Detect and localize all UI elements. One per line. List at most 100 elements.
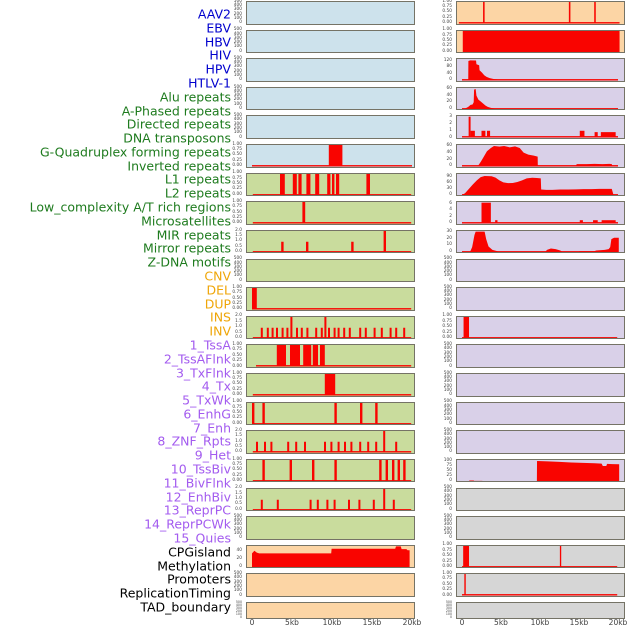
data-series	[252, 459, 412, 482]
y-tick-label: 0.50	[442, 37, 452, 43]
y-tick-label: 0.25	[232, 186, 242, 192]
track-plot-INV	[456, 29, 625, 54]
y-tick-label: 100	[443, 502, 452, 508]
track-plot-HPV	[246, 115, 415, 139]
y-tick-label: 200	[443, 498, 452, 504]
row-label: 4_Tx	[201, 378, 231, 394]
y-tick-label: 0.75	[442, 547, 452, 553]
y-axis-ticks: 100 75 50 25 0	[429, 457, 454, 483]
y-tick-label: 100	[233, 130, 242, 136]
y-tick-label: 0.00	[232, 191, 242, 197]
y-tick-label: 400	[233, 260, 242, 266]
track-plot-Microsatellites	[246, 430, 415, 454]
y-axis-ticks: 40 20 0	[219, 545, 244, 568]
y-axis-ticks: 120 80 40 0	[429, 58, 454, 82]
y-tick-label: 0.50	[442, 324, 452, 330]
y-tick-label: 80	[446, 64, 452, 70]
y-tick-label: 100	[443, 457, 452, 463]
y-axis-ticks: 2.0 1.5 1.0 0.5 0.0	[219, 314, 244, 340]
y-tick-label: 60	[446, 179, 452, 185]
y-tick-label: 300	[233, 264, 242, 270]
y-axis-ticks: 1.00 0.75 0.50 0.25 0.00	[219, 457, 244, 484]
row-label: MIR repeats	[156, 227, 231, 243]
y-tick-label: 400	[443, 432, 452, 438]
y-tick-label: 200	[235, 608, 242, 613]
y-axis-ticks: 500 400 300 200 100 0	[219, 514, 244, 540]
y-tick-label: 0	[449, 363, 452, 369]
data-series	[462, 574, 618, 596]
data-series	[252, 202, 412, 224]
track-plot-15_Quies	[456, 458, 625, 483]
y-axis-ticks: 60 40 20 0	[429, 144, 454, 168]
row-label: 1_TssA	[189, 337, 231, 353]
y-tick-label: 0.50	[232, 410, 242, 416]
y-tick-label: 400	[233, 518, 242, 524]
x-tick-label: 10kb	[530, 618, 550, 627]
y-tick-label: 2	[449, 121, 452, 127]
y-tick-label: 0	[449, 163, 452, 169]
data-series	[462, 146, 618, 167]
y-axis-ticks: 500 400 300 200 100 0	[429, 428, 454, 454]
data-series	[462, 60, 618, 81]
y-tick-label: 500	[233, 113, 242, 119]
row-label: A-Phased repeats	[121, 103, 231, 119]
y-tick-label: 0	[239, 20, 242, 26]
y-tick-label: 0.25	[442, 14, 452, 20]
y-axis-ticks: 1.00 0.75 0.50 0.25 0.00	[219, 171, 244, 197]
data-series	[462, 88, 618, 110]
y-tick-label: 50	[446, 467, 452, 473]
y-tick-label: 300	[443, 379, 452, 385]
y-tick-label: 400	[443, 374, 452, 380]
y-tick-label: 200	[233, 68, 242, 74]
track-plot-A-Phased repeats	[246, 201, 415, 225]
y-tick-label: 0.25	[442, 587, 452, 593]
y-tick-label: 0.25	[232, 300, 242, 306]
y-tick-label: 40	[236, 548, 242, 554]
x-tick-label: 15kb	[569, 618, 589, 627]
y-axis-ticks: 500 400 300 200 100 0	[219, 113, 244, 139]
data-series	[462, 117, 618, 138]
y-axis-ticks: 2.0 1.5 1.0 0.5 0.0	[219, 228, 244, 255]
track-plot-EBV	[246, 29, 415, 54]
row-label: 15_Quies	[173, 530, 231, 546]
row-label: HBV	[204, 34, 231, 50]
y-tick-label: 40	[446, 70, 452, 76]
y-tick-label: 1.00	[232, 399, 242, 405]
y-tick-label: 0.00	[442, 592, 452, 598]
data-series	[457, 603, 624, 618]
data-series	[457, 345, 624, 367]
track-plot-L2 repeats	[246, 373, 415, 397]
row-label: 13_ReprPC	[163, 502, 231, 518]
y-tick-label: 0.00	[232, 478, 242, 484]
y-tick-label: 2.0	[235, 427, 242, 433]
y-axis-ticks: 1.00 0.75 0.50 0.25 0.00	[429, 314, 454, 340]
y-tick-label: 0.75	[232, 404, 242, 410]
data-series	[462, 231, 619, 253]
y-tick-label: 300	[233, 579, 242, 585]
y-tick-label: 100	[233, 44, 242, 50]
track-plot-13_ReprPC	[456, 401, 625, 426]
y-tick-label: 60	[446, 143, 452, 149]
y-axis-ticks: 1.00 0.75 0.50 0.25 0.00	[219, 199, 244, 225]
y-tick-label: 0.0	[235, 249, 242, 255]
track-plot-Alu repeats	[246, 172, 415, 197]
y-tick-label: 1.00	[232, 284, 242, 290]
row-label: 9_Het	[194, 447, 231, 463]
row-label: HIV	[209, 47, 231, 63]
track-plot-11_BivFlnk	[456, 344, 625, 368]
y-tick-label: 20	[446, 156, 452, 162]
y-tick-label: 500	[443, 370, 452, 376]
y-tick-label: 300	[445, 606, 452, 611]
data-series	[457, 517, 624, 539]
row-label: Low_complexity A/T rich regions	[29, 199, 231, 215]
row-label: 3_TxFlnk	[175, 365, 231, 381]
y-tick-label: 0.50	[232, 467, 242, 473]
y-tick-label: 300	[443, 407, 452, 413]
row-label: Alu repeats	[159, 89, 231, 105]
row-label: 2_TssAFlnk	[163, 351, 231, 367]
y-tick-label: 0.00	[232, 306, 242, 312]
track-plot-10_TssBiv	[456, 315, 625, 340]
track-plot-HIV	[246, 86, 415, 111]
y-tick-label: 500	[233, 256, 242, 262]
y-tick-label: 30	[446, 185, 452, 191]
